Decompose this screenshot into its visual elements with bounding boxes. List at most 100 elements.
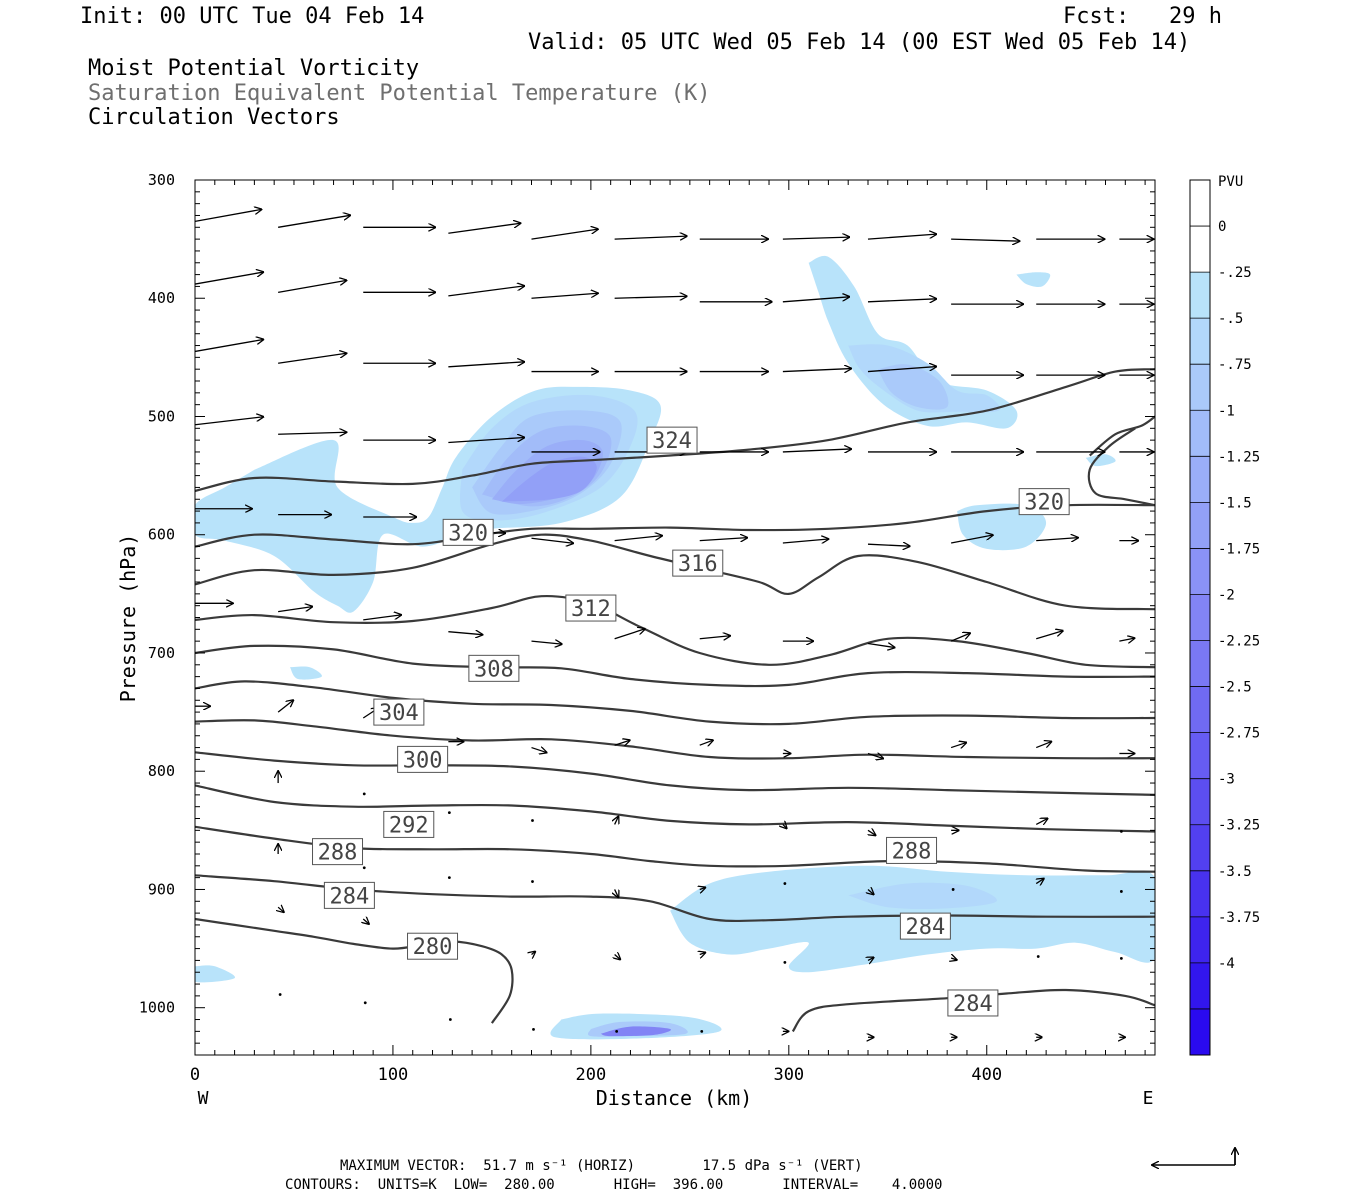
circulation-vector [700, 887, 706, 889]
contour-label-280: 280 [407, 932, 459, 960]
x-tick-label: 200 [576, 1065, 607, 1085]
colorbar-swatch [1190, 548, 1210, 595]
contour-labels: 280 284 288 292 300 304 308 312 316 320 324 320 288 2… [312, 426, 1070, 1017]
circulation-vector [531, 293, 598, 299]
circulation-vector [363, 919, 369, 924]
circulation-vector [782, 539, 829, 544]
circulation-vector [950, 743, 966, 748]
contour-label-text: 288 [892, 839, 932, 864]
field-title-vectors: Circulation Vectors [88, 105, 340, 130]
colorbar-label: -3.25 [1218, 818, 1260, 834]
contour-label-316: 316 [672, 549, 724, 577]
contour-info: CONTOURS: UNITS=K LOW= 280.00 HIGH= 396.… [285, 1177, 943, 1193]
contour-label-box [886, 836, 938, 864]
contour-label-text: 312 [571, 597, 611, 622]
contour-label-304: 304 [373, 698, 425, 726]
circulation-vector [531, 819, 534, 822]
circulation-vector [614, 296, 687, 298]
axis-ticks [194, 179, 1155, 1056]
contour-label-288: 288 [312, 838, 364, 866]
circulation-vector [615, 1029, 619, 1033]
colorbar-label: 0 [1218, 219, 1226, 235]
circulation-vector [700, 1029, 704, 1033]
contour-label-text: 320 [448, 521, 488, 546]
contour-label-312: 312 [565, 594, 617, 622]
contour-label-text: 320 [1024, 491, 1064, 516]
isotherm-292 [195, 784, 1155, 833]
colorbar-swatch [1190, 364, 1210, 411]
contour-label-300: 300 [397, 745, 449, 773]
circulation-vector [867, 234, 936, 240]
circulation-vector [951, 535, 993, 544]
x-axis-title: Distance (km) [596, 1086, 753, 1110]
circulation-vector [951, 239, 1019, 241]
circulation-vector [363, 615, 401, 621]
colorbar-swatch [1190, 456, 1210, 503]
colorbar-label: -1.5 [1218, 495, 1252, 511]
circulation-vector [1036, 538, 1078, 541]
circulation-vector [867, 299, 936, 302]
colorbar-label: -2 [1218, 587, 1235, 603]
east-label: E [1143, 1088, 1154, 1109]
circulation-vector [278, 432, 346, 434]
isotherm-312 [195, 594, 1155, 669]
circulation-vector [531, 537, 573, 543]
init-time: Init: 00 UTC Tue 04 Feb 14 [80, 4, 425, 29]
colorbar-label: -1.75 [1218, 541, 1260, 557]
circulation-vector [1119, 829, 1123, 833]
colorbar-swatch [1190, 180, 1210, 227]
circulation-vector [699, 636, 730, 639]
contour-label-text: 292 [389, 813, 429, 838]
circulation-vector [448, 1018, 452, 1021]
contour-label-284: 284 [323, 881, 375, 909]
reference-vector [1152, 1148, 1235, 1165]
circulation-vector [448, 632, 482, 635]
contour-label-text: 316 [678, 552, 718, 577]
isotherm-324 [195, 368, 1155, 493]
colorbar-swatch [1190, 870, 1210, 917]
circulation-vector [867, 367, 936, 373]
contour-label-text: 284 [330, 884, 370, 909]
contour-label-box [323, 881, 375, 909]
colorbar-label: -3 [1218, 772, 1235, 788]
circulation-vector [614, 629, 645, 640]
circulation-vector [195, 272, 263, 285]
isotherm-308 [195, 644, 1155, 688]
contour-label-text: 304 [379, 701, 419, 726]
contour-label-284: 284 [947, 989, 999, 1017]
circulation-vector [447, 876, 451, 880]
pv-region [1016, 272, 1051, 287]
colorbar-label: -4 [1218, 956, 1235, 972]
circulation-vector [868, 830, 876, 835]
isotherm-320 [1087, 427, 1155, 507]
circulation-vector [615, 889, 619, 897]
west-label: W [198, 1088, 209, 1109]
contour-label-box [468, 654, 520, 682]
colorbar-swatch [1190, 824, 1210, 871]
circulation-vector [1036, 879, 1044, 884]
circulation-vector [195, 209, 262, 223]
y-tick-label: 500 [148, 407, 175, 425]
field-title-mpv: Moist Potential Vorticity [88, 56, 420, 81]
y-tick-label: 800 [148, 762, 175, 780]
colorbar-label: -.25 [1218, 265, 1252, 281]
contour-label-box [312, 838, 364, 866]
circulation-vector [867, 544, 910, 546]
circulation-vector [783, 824, 787, 828]
isotherm-280 [195, 917, 514, 1024]
contour-label-324: 324 [646, 426, 698, 454]
colorbar-label: -2.5 [1218, 680, 1252, 696]
colorbar-swatch [1190, 226, 1210, 273]
colorbar-label: -2.75 [1218, 726, 1260, 742]
colorbar-swatch [1190, 640, 1210, 687]
circulation-vector [1035, 818, 1047, 824]
colorbar-swatch [1190, 318, 1210, 365]
x-tick-label: 100 [378, 1065, 409, 1085]
y-tick-label: 300 [148, 171, 175, 189]
circulation-vector [448, 362, 524, 368]
circulation-vector [447, 811, 451, 815]
circulation-vector [278, 993, 282, 996]
contour-label-text: 280 [413, 935, 453, 960]
pv-region [848, 882, 997, 910]
circulation-vector [531, 880, 534, 883]
